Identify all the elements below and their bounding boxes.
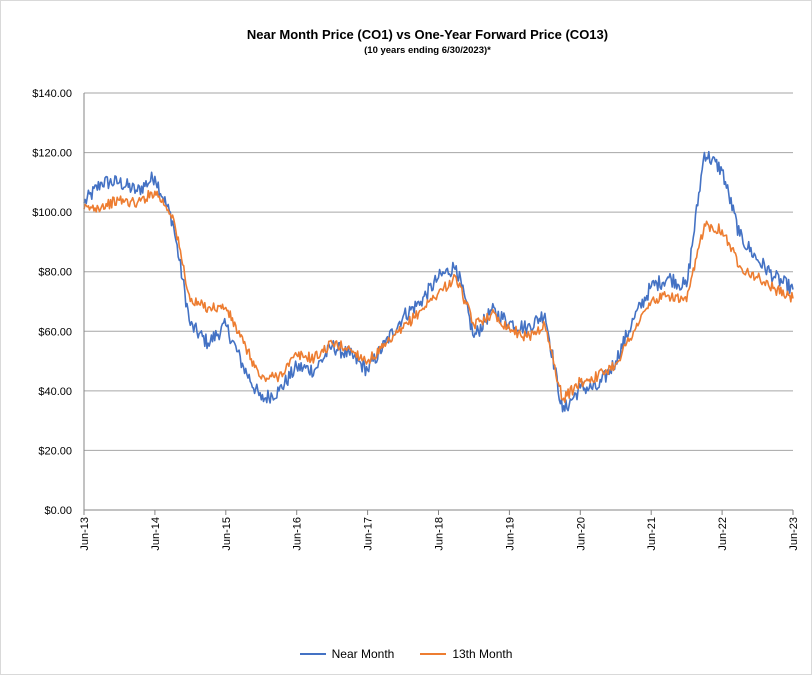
series-line-13th-month <box>83 189 794 403</box>
chart-subtitle: (10 years ending 6/30/2023)* <box>364 45 491 56</box>
x-axis-ticks: Jun-13 Jun-14 Jun-15 Jun-16 Jun-17 Jun-18 Jun-… <box>79 510 800 551</box>
series-line-near-month <box>83 150 794 413</box>
x-tick-label: Jun-17 <box>363 517 375 551</box>
legend-item-near-month: Near Month <box>299 647 395 661</box>
x-tick-label: Jun-22 <box>717 517 729 551</box>
legend-swatch-13th-month <box>420 653 447 655</box>
y-tick-label: $60.00 <box>38 326 72 338</box>
y-tick-label: $140.00 <box>32 88 72 100</box>
y-tick-label: $20.00 <box>38 445 72 457</box>
x-tick-label: Jun-13 <box>79 517 91 551</box>
x-tick-label: Jun-19 <box>504 517 516 551</box>
legend-item-13th-month: 13th Month <box>420 647 512 661</box>
x-tick-label: Jun-21 <box>646 517 658 551</box>
x-tick-label: Jun-14 <box>150 517 162 551</box>
x-tick-label: Jun-23 <box>788 517 800 551</box>
y-tick-label: $0.00 <box>44 505 72 517</box>
y-axis-ticks: $0.00 $20.00 $40.00 $60.00 $80.00 $100.00 $120… <box>32 88 72 517</box>
legend: Near Month 13th Month <box>0 647 812 661</box>
y-tick-label: $40.00 <box>38 386 72 398</box>
gridlines <box>84 92 793 451</box>
x-tick-label: Jun-16 <box>292 517 304 551</box>
x-tick-label: Jun-20 <box>575 517 587 551</box>
x-tick-label: Jun-15 <box>221 517 233 551</box>
x-tick-label: Jun-18 <box>434 517 446 551</box>
legend-label-13th-month: 13th Month <box>452 647 513 661</box>
chart-title: Near Month Price (CO1) vs One-Year Forwa… <box>246 27 609 42</box>
y-tick-label: $80.00 <box>38 267 72 279</box>
series-lines <box>83 150 794 413</box>
y-tick-label: $100.00 <box>32 207 72 219</box>
legend-label-near-month: Near Month <box>331 647 395 661</box>
legend-swatch-near-month <box>299 653 326 655</box>
y-tick-label: $120.00 <box>32 148 72 160</box>
